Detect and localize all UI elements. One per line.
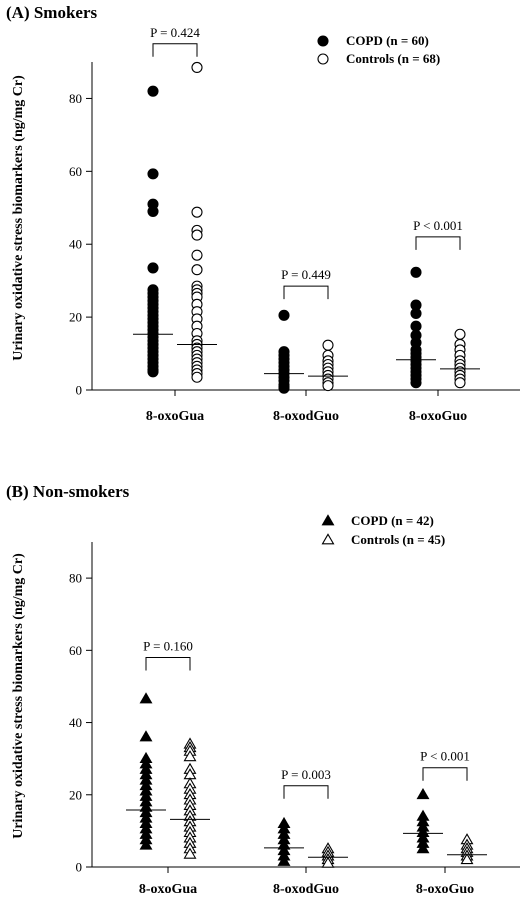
chart-panel-smokers: (A) Smokers 0 20 40 60 80 8-oxoGua 8-oxodGuo 8-o… (6, 3, 520, 424)
data-point (191, 249, 203, 261)
data-point (139, 838, 153, 850)
x-category-label: 8-oxodGuo (273, 882, 339, 897)
y-tick-label: 80 (69, 571, 82, 586)
comparison-bracket (283, 285, 329, 300)
legend-marker (317, 35, 329, 47)
legend-marker (321, 533, 335, 545)
data-point (410, 377, 422, 389)
data-point (183, 750, 197, 762)
data-point (322, 380, 334, 392)
data-point (191, 229, 203, 241)
panel-title: (A) Smokers (6, 3, 98, 22)
data-point (410, 266, 422, 278)
y-tick-label: 20 (69, 310, 82, 325)
y-tick-label: 60 (69, 164, 82, 179)
series-controls (170, 737, 487, 868)
data-point (191, 371, 203, 383)
x-category-label: 8-oxoGuo (409, 409, 467, 424)
chart-panel-non-smokers: (B) Non-smokers 0 20 40 60 80 8-oxoGua 8-oxodGu… (6, 482, 520, 897)
data-point (183, 847, 197, 859)
data-point (147, 85, 159, 97)
data-point (277, 854, 291, 866)
data-point (460, 852, 474, 865)
y-tick-label: 40 (69, 237, 82, 252)
y-tick-label: 20 (69, 787, 82, 802)
data-point (139, 692, 153, 704)
data-point (147, 262, 159, 274)
data-point (139, 730, 153, 742)
panel-title: (B) Non-smokers (6, 482, 130, 501)
comparison-bracket (422, 767, 468, 781)
data-point (147, 168, 159, 180)
data-point (410, 320, 422, 332)
comparison-bracket (283, 785, 329, 799)
data-point (321, 856, 335, 868)
y-axis-label: Urinary oxidative stress biomarkers (ng/… (11, 553, 26, 839)
p-value-label: P < 0.001 (413, 218, 463, 233)
legend-label: Controls (n = 45) (351, 532, 445, 547)
comparison-bracket (145, 657, 191, 671)
y-tick-label: 80 (69, 91, 82, 106)
legend-label: COPD (n = 42) (351, 513, 434, 528)
y-tick-label: 60 (69, 643, 82, 658)
y-tick-label: 40 (69, 715, 82, 730)
series-controls (177, 61, 480, 392)
data-point (191, 206, 203, 218)
data-point (278, 382, 290, 394)
data-point (410, 307, 422, 320)
data-point (147, 366, 159, 378)
series-copd (133, 85, 436, 394)
x-category-label: 8-oxodGuo (273, 409, 339, 424)
legend-marker (317, 53, 329, 65)
data-point (191, 61, 203, 74)
data-point (278, 309, 290, 321)
comparison-bracket (415, 236, 461, 250)
x-category-label: 8-oxoGuo (416, 882, 474, 897)
data-point (147, 205, 159, 217)
y-axis-label: Urinary oxidative stress biomarkers (ng/… (11, 75, 26, 361)
x-category-label: 8-oxoGua (146, 409, 204, 424)
p-value-label: P = 0.003 (281, 767, 331, 782)
data-point (416, 842, 430, 854)
p-value-label: P < 0.001 (420, 749, 470, 764)
legend-label: COPD (n = 60) (346, 33, 429, 48)
data-point (322, 339, 334, 351)
series-copd (126, 692, 443, 866)
y-tick-label: 0 (76, 860, 83, 875)
data-point (416, 787, 430, 800)
y-tick-label: 0 (76, 383, 83, 398)
p-value-label: P = 0.424 (150, 25, 200, 40)
p-value-label: P = 0.160 (143, 639, 193, 654)
legend-marker (321, 514, 335, 526)
data-point (454, 328, 466, 340)
data-point (454, 377, 466, 389)
legend-label: Controls (n = 68) (346, 51, 440, 66)
p-value-label: P = 0.449 (281, 267, 331, 282)
x-category-label: 8-oxoGua (139, 882, 197, 897)
data-point (191, 264, 203, 276)
comparison-bracket (152, 43, 198, 57)
